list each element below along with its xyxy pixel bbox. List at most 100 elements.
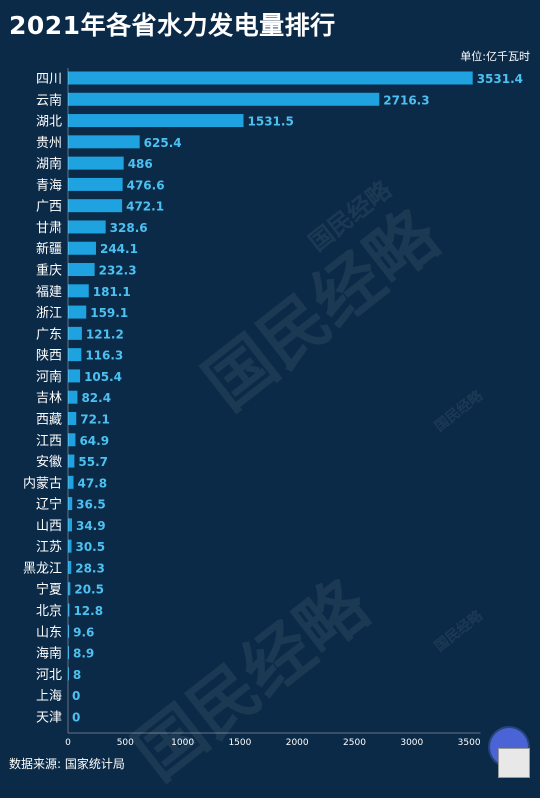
value-label: 625.4: [144, 136, 182, 150]
bar: [68, 433, 76, 447]
value-label: 181.1: [93, 285, 131, 299]
value-label: 3531.4: [477, 72, 523, 86]
value-label: 116.3: [85, 349, 123, 363]
value-label: 486: [128, 157, 153, 171]
value-label: 9.6: [73, 625, 94, 639]
category-label: 山东: [36, 625, 62, 640]
x-tick-label: 3000: [400, 738, 423, 748]
qr-code-icon: [498, 748, 530, 778]
x-tick-label: 0: [65, 738, 71, 748]
x-tick-label: 500: [117, 738, 134, 748]
category-label: 河北: [36, 668, 62, 683]
bar: [68, 305, 87, 319]
value-label: 232.3: [99, 264, 137, 278]
value-label: 328.6: [110, 221, 148, 235]
bar: [68, 454, 75, 468]
value-label: 105.4: [84, 370, 122, 384]
unit-label: 单位:亿千瓦时: [460, 50, 530, 63]
bar: [68, 156, 124, 170]
category-label: 广西: [36, 200, 62, 215]
x-tick-label: 2000: [286, 738, 309, 748]
bar: [68, 177, 123, 191]
category-label: 湖南: [36, 156, 62, 172]
bar: [68, 369, 81, 383]
bar: [68, 411, 77, 425]
category-label: 安徽: [36, 455, 62, 470]
bar: [68, 518, 72, 532]
category-label: 新疆: [36, 241, 62, 257]
bar: [68, 646, 70, 660]
value-label: 82.4: [81, 391, 111, 405]
value-label: 1531.5: [248, 115, 294, 129]
bar: [68, 348, 82, 362]
category-label: 陕西: [36, 349, 62, 364]
value-label: 20.5: [74, 583, 104, 597]
bar: [68, 390, 78, 404]
category-label: 浙江: [36, 306, 62, 321]
category-label: 海南: [36, 646, 62, 662]
chart-title: 2021年各省水力发电量排行: [9, 11, 336, 40]
x-tick-label: 1500: [228, 738, 251, 748]
value-label: 55.7: [78, 455, 108, 469]
data-source: 数据来源: 国家统计局: [9, 757, 125, 771]
x-tick-label: 3500: [458, 738, 481, 748]
value-label: 0: [72, 689, 80, 703]
category-label: 宁夏: [36, 582, 62, 598]
category-label: 山西: [36, 519, 62, 534]
bar-chart: 四川 3531.4 云南 2716.3 湖北 1531.5 贵州 625.4 湖南 486 青海 47…: [23, 68, 523, 748]
bar: [68, 71, 473, 85]
value-label: 0: [72, 710, 80, 724]
value-label: 47.8: [77, 476, 107, 490]
bar: [68, 220, 106, 234]
value-label: 12.8: [73, 604, 103, 618]
category-label: 福建: [36, 285, 62, 300]
value-label: 8.9: [73, 647, 94, 661]
bar: [68, 241, 96, 255]
category-label: 广东: [36, 327, 62, 342]
value-label: 476.6: [127, 178, 165, 192]
bar: [68, 135, 140, 149]
category-label: 湖北: [36, 115, 62, 130]
category-label: 天津: [36, 710, 62, 725]
category-label: 贵州: [36, 136, 62, 151]
value-label: 159.1: [90, 306, 128, 320]
value-label: 121.2: [86, 327, 124, 341]
bar: [68, 92, 380, 106]
category-label: 青海: [36, 178, 62, 193]
category-label: 吉林: [36, 391, 62, 406]
value-label: 8: [73, 668, 81, 682]
value-label: 28.3: [75, 561, 105, 575]
category-label: 云南: [36, 92, 62, 108]
category-label: 黑龙江: [23, 561, 62, 576]
x-tick-label: 1000: [171, 738, 194, 748]
value-label: 472.1: [126, 200, 164, 214]
bar: [68, 624, 70, 638]
bar: [68, 475, 74, 489]
bar: [68, 539, 72, 553]
bar: [68, 263, 95, 277]
bar: [68, 497, 73, 511]
value-label: 72.1: [80, 412, 110, 426]
bar: [68, 667, 69, 681]
bar: [68, 603, 70, 617]
category-label: 西藏: [36, 412, 62, 427]
bar: [68, 199, 123, 213]
category-label: 上海: [36, 689, 62, 704]
x-tick-label: 2500: [343, 738, 366, 748]
bar: [68, 284, 89, 298]
category-label: 河南: [36, 369, 62, 385]
category-label: 重庆: [36, 263, 62, 279]
value-label: 244.1: [100, 242, 138, 256]
category-label: 辽宁: [36, 497, 62, 513]
value-label: 36.5: [76, 498, 106, 512]
value-label: 30.5: [75, 540, 105, 554]
bar: [68, 560, 72, 574]
value-label: 2716.3: [383, 93, 429, 107]
category-label: 四川: [36, 72, 62, 87]
category-label: 北京: [36, 604, 62, 619]
category-label: 江苏: [36, 539, 62, 555]
value-label: 64.9: [79, 434, 109, 448]
value-label: 34.9: [76, 519, 106, 533]
category-label: 江西: [36, 434, 62, 449]
bar: [68, 114, 244, 128]
